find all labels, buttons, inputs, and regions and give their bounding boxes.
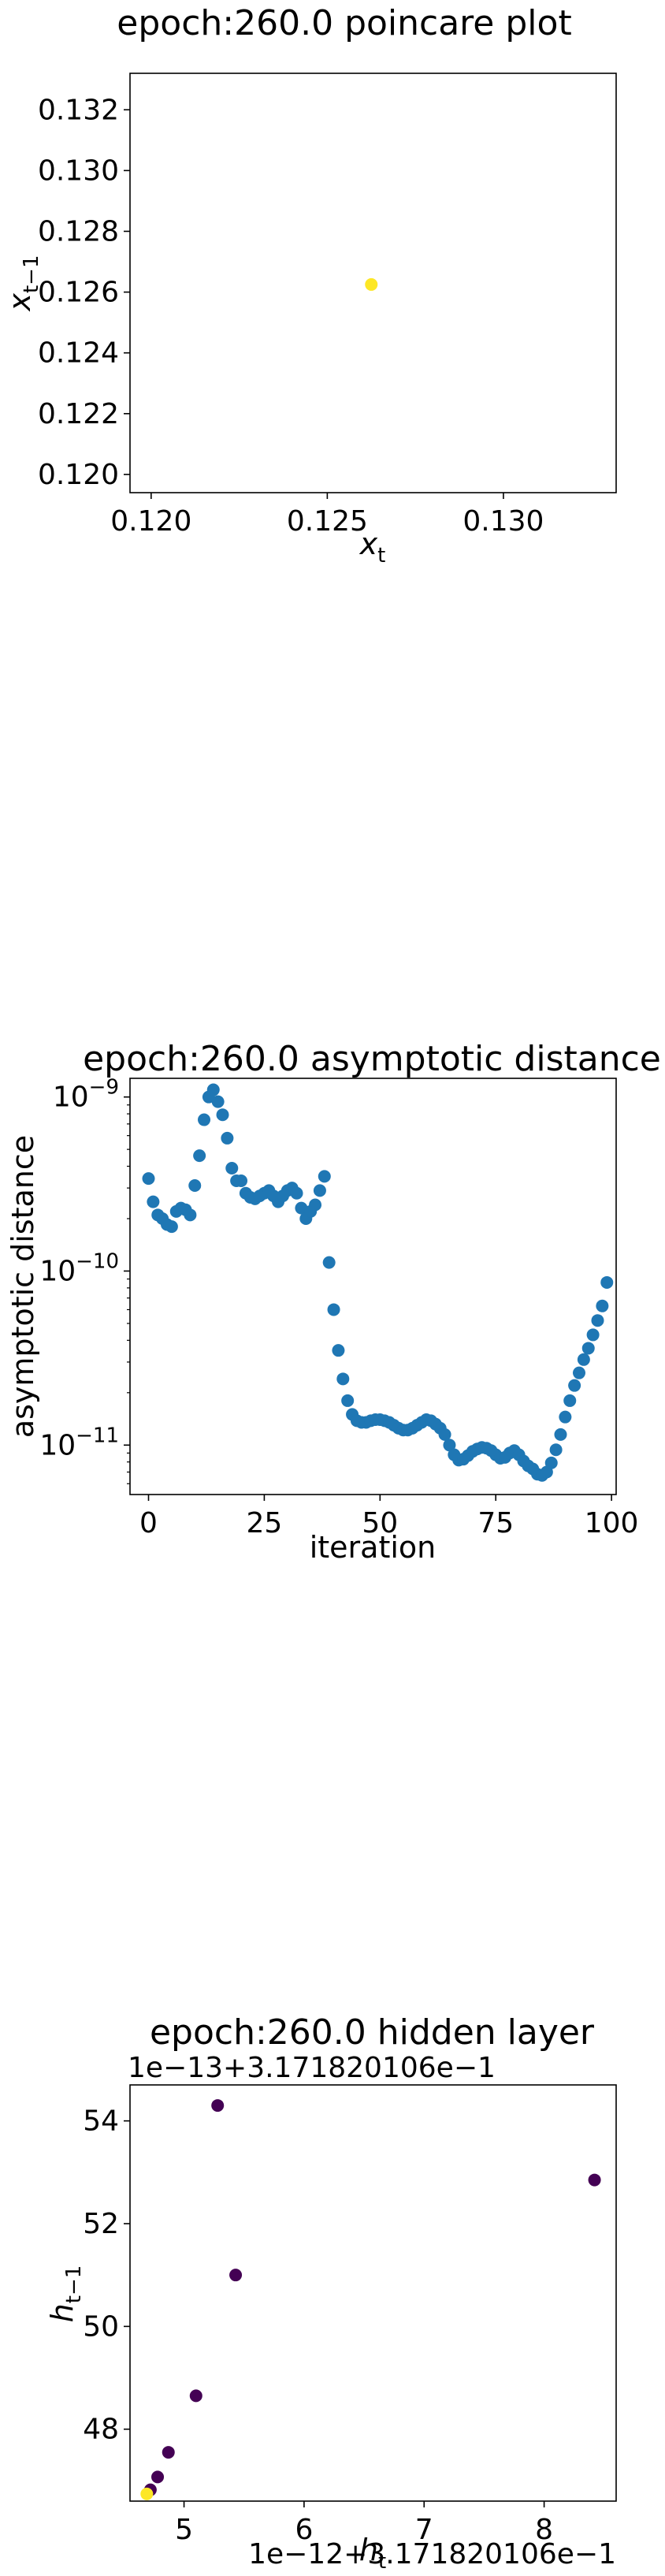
- hidden-layer-point: [211, 2099, 225, 2113]
- asymptotic-distance-point: [290, 1186, 303, 1200]
- asymptotic-distance-point: [559, 1410, 572, 1424]
- asymptotic-distance-point: [586, 1328, 600, 1342]
- poincare-plot-y-tick-label: 0.130: [38, 154, 119, 187]
- asymptotic-distance-point: [596, 1299, 609, 1312]
- asymptotic-distance-point: [577, 1353, 590, 1366]
- asymptotic-distance-y-tick-label: 10−10: [39, 1249, 119, 1287]
- asymptotic-distance-y-tick-label: 10−9: [53, 1076, 119, 1114]
- hidden-layer-point: [162, 2446, 175, 2459]
- poincare-plot-x-tick-label: 0.125: [287, 505, 368, 538]
- hidden-layer-point: [229, 2269, 243, 2282]
- poincare-plot-y-tick-label: 0.120: [38, 459, 119, 491]
- asymptotic-distance-point: [309, 1198, 322, 1212]
- asymptotic-distance-point: [211, 1095, 225, 1108]
- hidden-layer-point: [140, 2487, 154, 2500]
- hidden-layer-axes-frame: [129, 2084, 617, 2502]
- hidden-layer-x-tick-label: 5: [175, 2514, 193, 2546]
- asymptotic-distance-axes-frame: [129, 1078, 617, 1495]
- asymptotic-distance-x-tick-label: 50: [362, 1507, 398, 1539]
- asymptotic-distance-x-tick-label: 0: [139, 1507, 158, 1539]
- poincare-plot-point: [365, 277, 378, 291]
- asymptotic-distance-x-axis-label: iteration: [310, 1530, 437, 1565]
- poincare-plot-title: epoch:260.0 poincare plot: [117, 3, 571, 43]
- hidden-layer-x-offset-text: 1e−12+3.171820106e−1: [248, 2538, 616, 2570]
- hidden-layer-title: epoch:260.0 hidden layer: [150, 2012, 595, 2053]
- asymptotic-distance-point: [216, 1108, 229, 1122]
- poincare-plot-y-tick-label: 0.124: [38, 337, 119, 370]
- asymptotic-distance-point: [235, 1174, 248, 1187]
- asymptotic-distance-point: [572, 1366, 585, 1379]
- asymptotic-distance-point: [184, 1208, 197, 1222]
- asymptotic-distance-point: [438, 1428, 451, 1441]
- hidden-layer-y-tick-label: 50: [83, 2310, 119, 2343]
- asymptotic-distance-point: [336, 1372, 350, 1386]
- poincare-plot-y-tick-label: 0.126: [38, 277, 119, 309]
- poincare-plot-x-tick-label: 0.120: [110, 505, 191, 538]
- asymptotic-distance-point: [341, 1394, 355, 1407]
- hidden-layer-y-offset-text: 1e−13+3.171820106e−1: [128, 2052, 496, 2084]
- asymptotic-distance-point: [322, 1256, 336, 1269]
- asymptotic-distance-point: [142, 1172, 155, 1186]
- hidden-layer-x-tick-label: 7: [415, 2514, 433, 2546]
- poincare-plot-x-tick-label: 0.130: [463, 505, 544, 538]
- asymptotic-distance-point: [198, 1113, 211, 1126]
- hidden-layer-y-axis-label: ht−1: [45, 2265, 86, 2323]
- hidden-layer-point: [151, 2470, 165, 2484]
- asymptotic-distance-point: [147, 1195, 160, 1208]
- asymptotic-distance-y-tick-label: 10−11: [39, 1424, 119, 1461]
- poincare-plot-y-tick-label: 0.122: [38, 398, 119, 430]
- asymptotic-distance-x-tick-label: 25: [247, 1507, 283, 1539]
- asymptotic-distance-point: [563, 1394, 577, 1407]
- asymptotic-distance-point: [549, 1443, 563, 1457]
- hidden-layer-y-tick-label: 54: [83, 2105, 119, 2138]
- asymptotic-distance-point: [591, 1314, 604, 1327]
- asymptotic-distance-point: [225, 1161, 239, 1174]
- asymptotic-distance-point: [327, 1303, 340, 1316]
- asymptotic-distance-point: [318, 1170, 331, 1183]
- asymptotic-distance-chart: epoch:260.0 asymptotic distance 0 25 50 75 1…: [6, 1039, 661, 1565]
- hidden-layer-y-tick-label: 48: [83, 2414, 119, 2446]
- asymptotic-distance-point: [581, 1342, 595, 1355]
- poincare-plot-y-axis-label: xt−1: [2, 255, 43, 311]
- hidden-layer-y-tick-label: 52: [83, 2208, 119, 2240]
- asymptotic-distance-x-tick-label: 100: [585, 1507, 639, 1539]
- asymptotic-distance-point: [221, 1131, 234, 1145]
- asymptotic-distance-point: [188, 1178, 202, 1192]
- hidden-layer-point: [189, 2389, 202, 2403]
- asymptotic-distance-y-axis-label: asymptotic distance: [6, 1135, 40, 1438]
- asymptotic-distance-point: [568, 1379, 581, 1392]
- asymptotic-distance-point: [600, 1275, 614, 1289]
- asymptotic-distance-title: epoch:260.0 asymptotic distance: [83, 1039, 661, 1079]
- asymptotic-distance-point: [165, 1220, 178, 1234]
- poincare-plot-chart: epoch:260.0 poincare plot 0.120 0.125 0.13…: [2, 3, 617, 568]
- hidden-layer-point: [588, 2173, 601, 2187]
- asymptotic-distance-point: [332, 1344, 345, 1357]
- asymptotic-distance-x-tick-label: 75: [477, 1507, 514, 1539]
- hidden-layer-x-axis-label: ht: [359, 2533, 386, 2574]
- asymptotic-distance-point: [206, 1083, 220, 1096]
- asymptotic-distance-point: [544, 1456, 558, 1469]
- hidden-layer-chart: epoch:260.0 hidden layer 1e−13+3.1718201…: [45, 2012, 617, 2574]
- asymptotic-distance-point: [554, 1428, 567, 1441]
- poincare-plot-y-tick-label: 0.128: [38, 215, 119, 248]
- hidden-layer-x-tick-label: 6: [295, 2514, 313, 2546]
- poincare-plot-axes-frame: [129, 73, 617, 493]
- poincare-plot-x-axis-label: xt: [359, 527, 386, 568]
- asymptotic-distance-point: [193, 1149, 206, 1163]
- asymptotic-distance-point: [443, 1439, 456, 1452]
- poincare-plot-y-tick-label: 0.132: [38, 94, 119, 126]
- asymptotic-distance-point: [313, 1184, 326, 1197]
- hidden-layer-x-tick-label: 8: [535, 2514, 553, 2546]
